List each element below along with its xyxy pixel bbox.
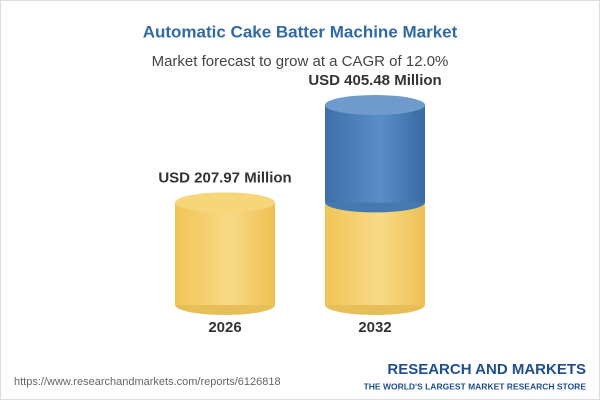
cylinder-top	[325, 95, 425, 115]
cylinder-top	[175, 192, 275, 213]
chart-subtitle: Market forecast to grow at a CAGR of 12.…	[152, 53, 449, 70]
x-tick-label: 2032	[358, 319, 391, 336]
brand-tagline: THE WORLD'S LARGEST MARKET RESEARCH STOR…	[364, 381, 587, 391]
source-url: https://www.researchandmarkets.com/repor…	[14, 376, 281, 388]
cylinder-body	[175, 202, 275, 305]
value-label: USD 207.97 Million	[158, 169, 291, 186]
value-label: USD 405.48 Million	[308, 72, 441, 89]
x-tick-label: 2026	[208, 319, 241, 336]
cylinder-body	[325, 202, 425, 305]
brand-name: RESEARCH AND MARKETS	[387, 361, 586, 378]
cylinder-body	[325, 105, 425, 203]
chart-title: Automatic Cake Batter Machine Market	[143, 22, 458, 41]
